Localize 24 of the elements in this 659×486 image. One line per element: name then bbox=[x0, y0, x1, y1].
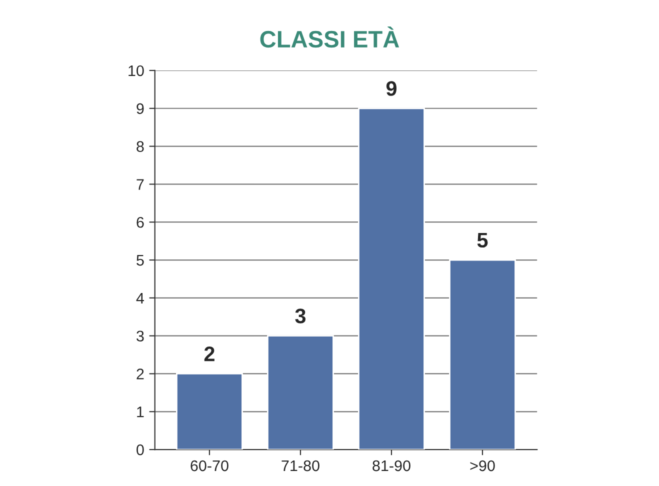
y-tick-label: 7 bbox=[136, 179, 144, 190]
y-tick-label: 1 bbox=[137, 406, 144, 418]
y-tick-label: 6 bbox=[136, 216, 144, 228]
data-label: 5 bbox=[477, 233, 488, 248]
x-tick-label: 71-80 bbox=[282, 460, 320, 472]
x-tick-label: >90 bbox=[470, 460, 495, 472]
y-tick-label: 4 bbox=[136, 292, 144, 304]
y-tick-label: 5 bbox=[136, 255, 144, 266]
bar bbox=[358, 108, 425, 450]
y-tick-label: 10 bbox=[128, 65, 144, 76]
chart-title: CLASSI ETÀ bbox=[260, 26, 400, 48]
y-tick-label: 2 bbox=[136, 368, 144, 380]
data-label: 3 bbox=[295, 308, 306, 324]
x-tick-label: 60-70 bbox=[190, 460, 228, 472]
x-tick-label: 81-90 bbox=[372, 460, 410, 472]
y-tick-label: 3 bbox=[136, 330, 144, 342]
y-tick-label: 0 bbox=[136, 444, 144, 456]
bar bbox=[449, 259, 516, 450]
bar bbox=[267, 335, 334, 450]
y-tick-label: 9 bbox=[136, 103, 144, 114]
bar bbox=[176, 373, 243, 450]
data-label: 9 bbox=[386, 81, 396, 96]
y-tick-label: 8 bbox=[136, 141, 144, 152]
data-label: 2 bbox=[204, 346, 214, 362]
